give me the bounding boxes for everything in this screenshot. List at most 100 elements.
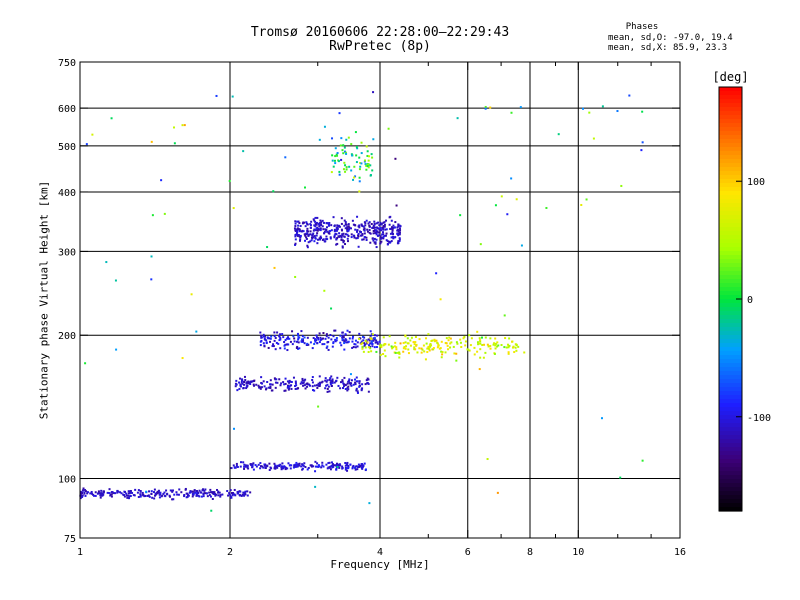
- data-point: [108, 492, 111, 495]
- data-point: [299, 236, 302, 239]
- colorbar-segment: [719, 187, 742, 192]
- data-point: [297, 347, 300, 350]
- data-point: [495, 342, 498, 345]
- data-point: [340, 236, 343, 239]
- data-point: [389, 227, 392, 230]
- data-point: [279, 463, 282, 466]
- data-point: [340, 158, 343, 161]
- data-point: [254, 464, 257, 467]
- data-point: [489, 347, 492, 350]
- data-point: [275, 465, 278, 468]
- data-point: [369, 164, 372, 167]
- data-point: [298, 239, 301, 242]
- data-point: [440, 340, 443, 343]
- data-point: [507, 352, 510, 355]
- data-point: [441, 353, 444, 356]
- chart-subtitle: RwPretec (8p): [329, 39, 431, 54]
- data-point: [273, 331, 276, 334]
- data-point: [337, 465, 340, 468]
- colorbar-segment: [719, 287, 742, 292]
- data-point: [382, 233, 385, 236]
- data-point: [305, 237, 308, 240]
- data-point: [168, 495, 171, 498]
- data-point: [449, 337, 452, 340]
- data-point: [276, 331, 279, 334]
- data-point: [309, 226, 312, 229]
- data-point: [342, 385, 345, 388]
- data-point: [86, 491, 89, 494]
- data-point: [346, 386, 349, 389]
- data-point: [394, 221, 397, 224]
- data-point: [155, 493, 158, 496]
- grid-layer: [80, 62, 680, 538]
- data-point: [282, 336, 285, 339]
- data-point: [141, 493, 144, 496]
- data-point: [165, 489, 168, 492]
- data-point: [297, 341, 300, 344]
- data-point: [307, 234, 310, 237]
- data-point: [364, 383, 367, 386]
- data-point: [423, 350, 426, 353]
- data-point: [199, 491, 202, 494]
- data-point: [334, 338, 337, 341]
- data-point: [340, 228, 343, 231]
- data-point: [317, 338, 320, 341]
- data-point: [342, 240, 345, 243]
- data-point: [328, 378, 331, 381]
- data-point: [303, 342, 306, 345]
- data-point: [309, 223, 312, 226]
- data-point: [331, 159, 334, 162]
- data-point: [306, 382, 309, 385]
- colorbar-segment: [719, 163, 742, 168]
- colorbar-segment: [719, 147, 742, 152]
- data-point: [396, 232, 399, 235]
- data-point: [341, 336, 344, 339]
- data-point: [364, 343, 367, 346]
- data-point: [297, 224, 300, 227]
- data-point: [371, 169, 374, 172]
- data-point: [336, 228, 339, 231]
- data-point: [294, 225, 297, 228]
- data-point: [375, 346, 378, 349]
- data-point: [119, 491, 122, 494]
- data-point: [352, 346, 355, 349]
- data-point: [616, 110, 619, 113]
- data-point: [235, 383, 238, 386]
- data-point: [374, 242, 377, 245]
- colorbar-segment: [719, 371, 742, 376]
- data-point: [355, 376, 358, 379]
- data-point: [261, 465, 264, 468]
- data-point: [269, 466, 272, 469]
- data-point: [503, 346, 506, 349]
- y-axis: 75 100 200 300 400 500 600 750: [58, 58, 680, 545]
- data-point: [356, 215, 359, 218]
- data-point: [370, 153, 373, 156]
- data-point: [324, 377, 327, 380]
- data-point: [282, 381, 285, 384]
- data-point: [641, 141, 644, 144]
- data-point: [376, 230, 379, 233]
- data-point: [243, 465, 246, 468]
- data-point: [253, 379, 256, 382]
- data-point: [344, 383, 347, 386]
- data-point: [360, 234, 363, 237]
- data-point: [302, 381, 305, 384]
- data-point: [310, 220, 313, 223]
- data-point: [330, 307, 333, 310]
- data-point: [345, 166, 348, 169]
- data-point: [348, 331, 351, 334]
- data-point: [316, 342, 319, 345]
- data-point: [506, 213, 509, 216]
- data-point: [316, 229, 319, 232]
- data-point: [344, 223, 347, 226]
- data-point: [329, 333, 332, 336]
- data-point: [349, 383, 352, 386]
- data-point: [376, 341, 379, 344]
- data-point: [338, 235, 341, 238]
- data-point: [347, 467, 350, 470]
- data-point: [323, 232, 326, 235]
- data-point: [342, 144, 345, 147]
- data-point: [208, 491, 211, 494]
- data-point: [324, 337, 327, 340]
- data-point: [489, 337, 492, 340]
